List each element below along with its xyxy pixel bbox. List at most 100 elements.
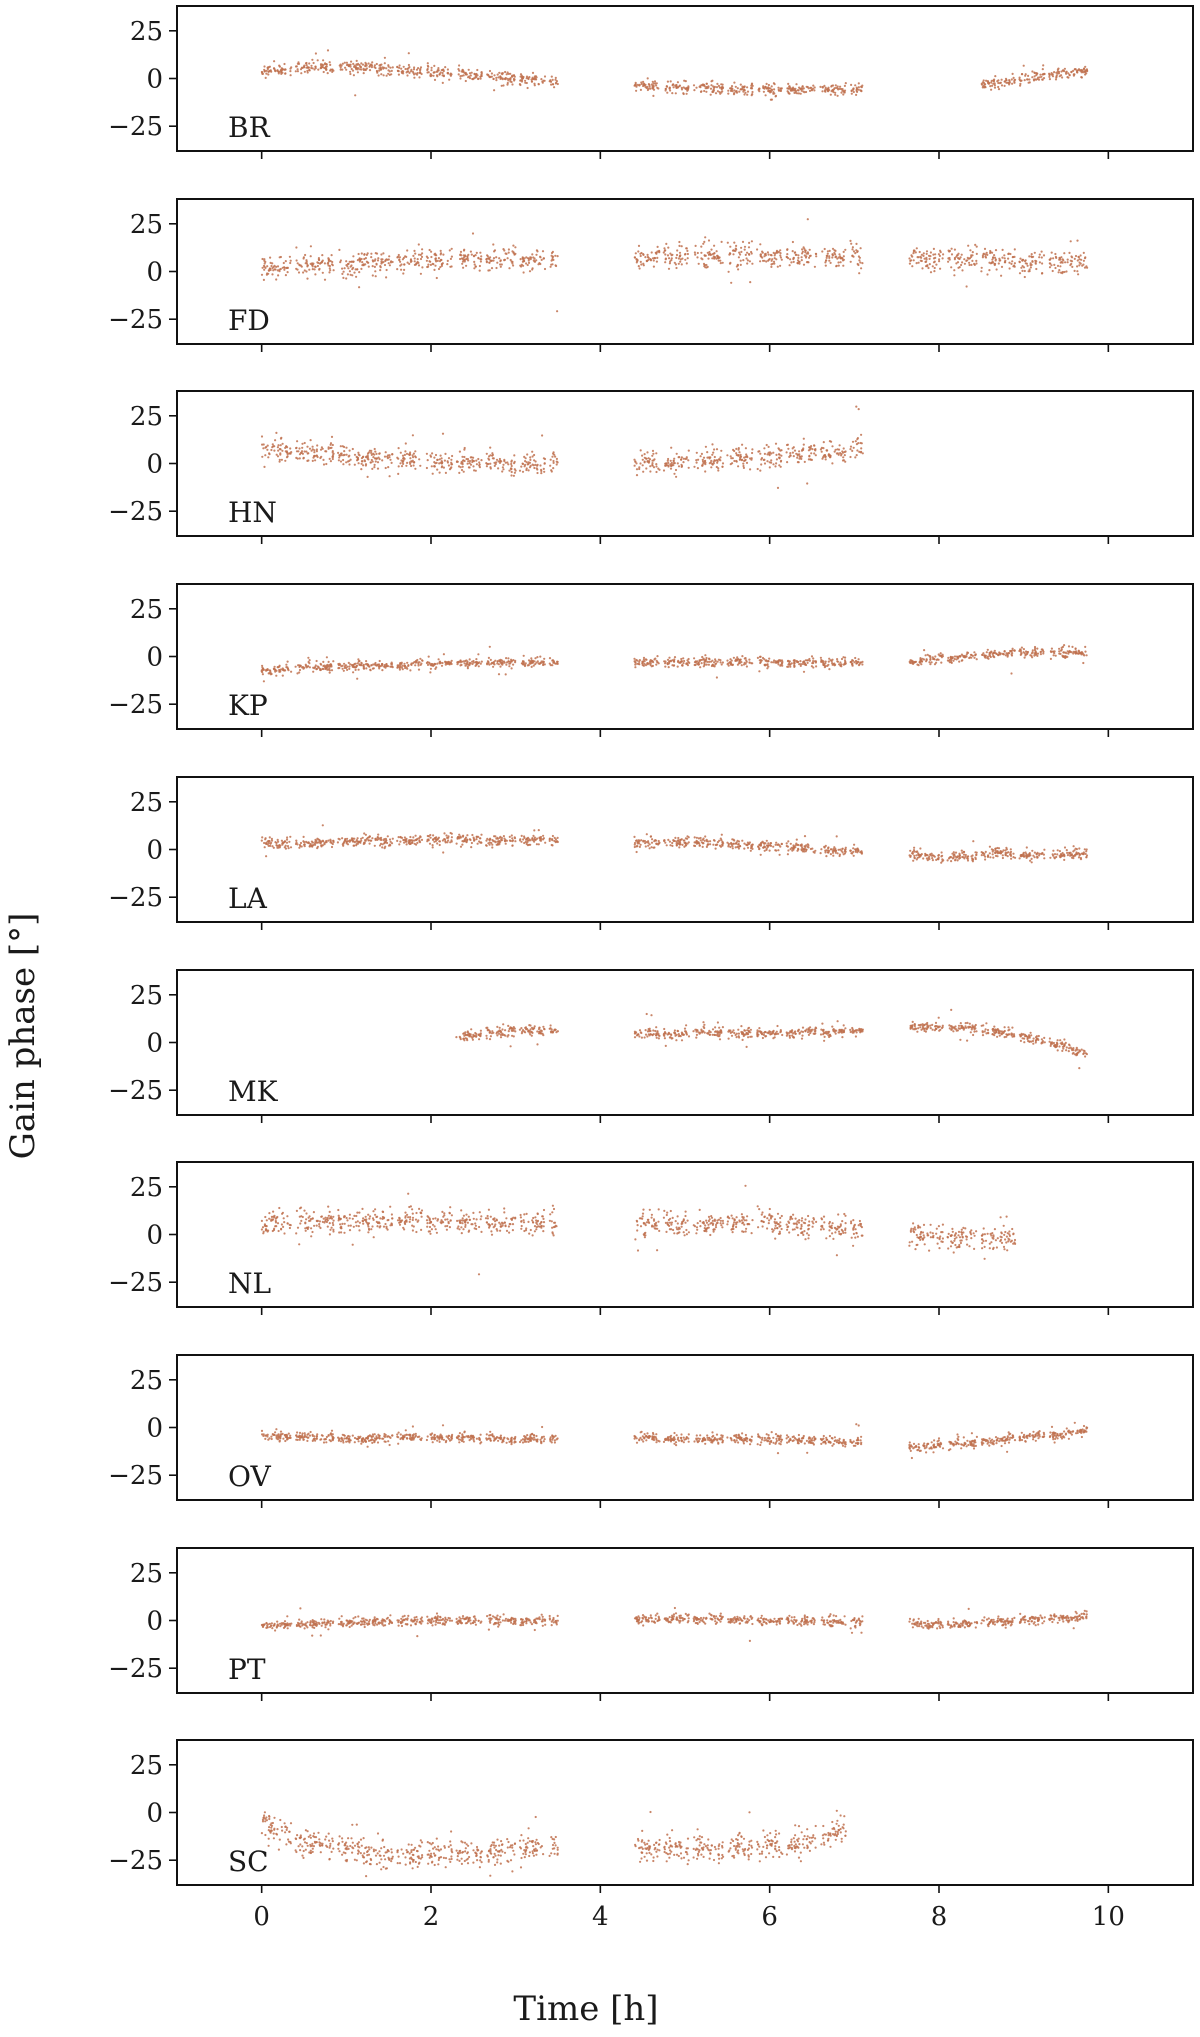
data-point [412, 68, 416, 71]
data-point [727, 92, 730, 95]
data-point [665, 242, 668, 245]
data-point [633, 845, 636, 849]
data-point [396, 839, 399, 843]
data-point [475, 835, 479, 838]
data-point [450, 73, 453, 76]
data-point [530, 659, 533, 662]
data-point [468, 72, 472, 75]
panel-hn: 250−25 HN [108, 390, 1194, 544]
data-point [775, 462, 778, 465]
data-point [653, 80, 657, 83]
data-point [701, 842, 705, 845]
data-point [1041, 649, 1045, 652]
data-point [412, 452, 415, 455]
data-point [306, 66, 310, 69]
data-point [411, 434, 414, 437]
data-point [468, 459, 472, 463]
data-point [295, 246, 298, 249]
data-point [339, 66, 342, 69]
data-point [399, 840, 402, 843]
data-point [298, 447, 301, 450]
data-point [683, 841, 686, 844]
data-point [713, 455, 716, 459]
data-point [346, 843, 350, 846]
data-point [405, 255, 408, 258]
data-point [925, 250, 929, 253]
data-point [441, 461, 444, 465]
data-point [981, 653, 984, 657]
data-point [450, 466, 453, 469]
data-point [797, 254, 800, 257]
data-point [531, 71, 535, 74]
data-point [806, 218, 809, 221]
data-point [704, 236, 707, 239]
data-point [746, 456, 749, 459]
data-point [855, 454, 858, 457]
data-point [992, 655, 995, 658]
data-point [967, 257, 971, 260]
data-point [975, 658, 978, 661]
data-point [373, 844, 376, 847]
data-point [345, 446, 348, 449]
data-point [438, 458, 441, 461]
data-point [360, 664, 363, 667]
data-point [638, 83, 641, 86]
data-point [287, 847, 290, 850]
data-point [374, 460, 377, 463]
data-point [444, 663, 447, 666]
data-point [376, 259, 380, 262]
data-point [539, 835, 543, 839]
data-point [472, 465, 475, 468]
data-point [343, 840, 346, 843]
data-point [687, 841, 690, 844]
data-point [329, 69, 332, 72]
data-point [1040, 75, 1043, 78]
data-point [411, 841, 414, 844]
data-point [425, 255, 428, 258]
data-point [358, 271, 361, 274]
data-point [475, 72, 478, 76]
data-point [459, 664, 462, 667]
data-point [331, 842, 334, 846]
data-point [715, 86, 719, 89]
data-point [471, 660, 474, 663]
data-point [359, 258, 362, 261]
data-point [997, 85, 1000, 89]
data-point [327, 839, 330, 842]
data-point [638, 267, 641, 270]
data-point [437, 67, 440, 70]
data-point [416, 841, 419, 845]
data-point [433, 78, 437, 81]
data-point [535, 843, 539, 846]
data-point [920, 663, 923, 666]
data-point [701, 845, 704, 849]
data-point [715, 676, 719, 679]
data-point [802, 660, 806, 663]
data-point [349, 458, 352, 461]
data-point [343, 666, 346, 670]
data-point [549, 80, 552, 83]
data-point [776, 265, 779, 268]
data-point [370, 256, 373, 259]
data-point [401, 454, 405, 457]
data-point [665, 844, 668, 847]
data-point [426, 62, 429, 65]
data-point [793, 665, 796, 669]
data-point [261, 673, 264, 676]
data-point [939, 652, 942, 655]
data-point [664, 253, 667, 256]
data-point [478, 264, 481, 268]
data-point [675, 475, 678, 478]
data-point [975, 262, 978, 265]
data-point [409, 669, 412, 672]
data-point [279, 670, 282, 673]
data-point [299, 451, 303, 454]
data-point [378, 665, 381, 668]
data-point [664, 665, 667, 668]
data-point [965, 653, 968, 656]
data-point [267, 269, 271, 272]
data-point [1035, 267, 1038, 271]
data-point [664, 662, 667, 665]
data-point [684, 258, 687, 261]
data-point [304, 663, 307, 666]
